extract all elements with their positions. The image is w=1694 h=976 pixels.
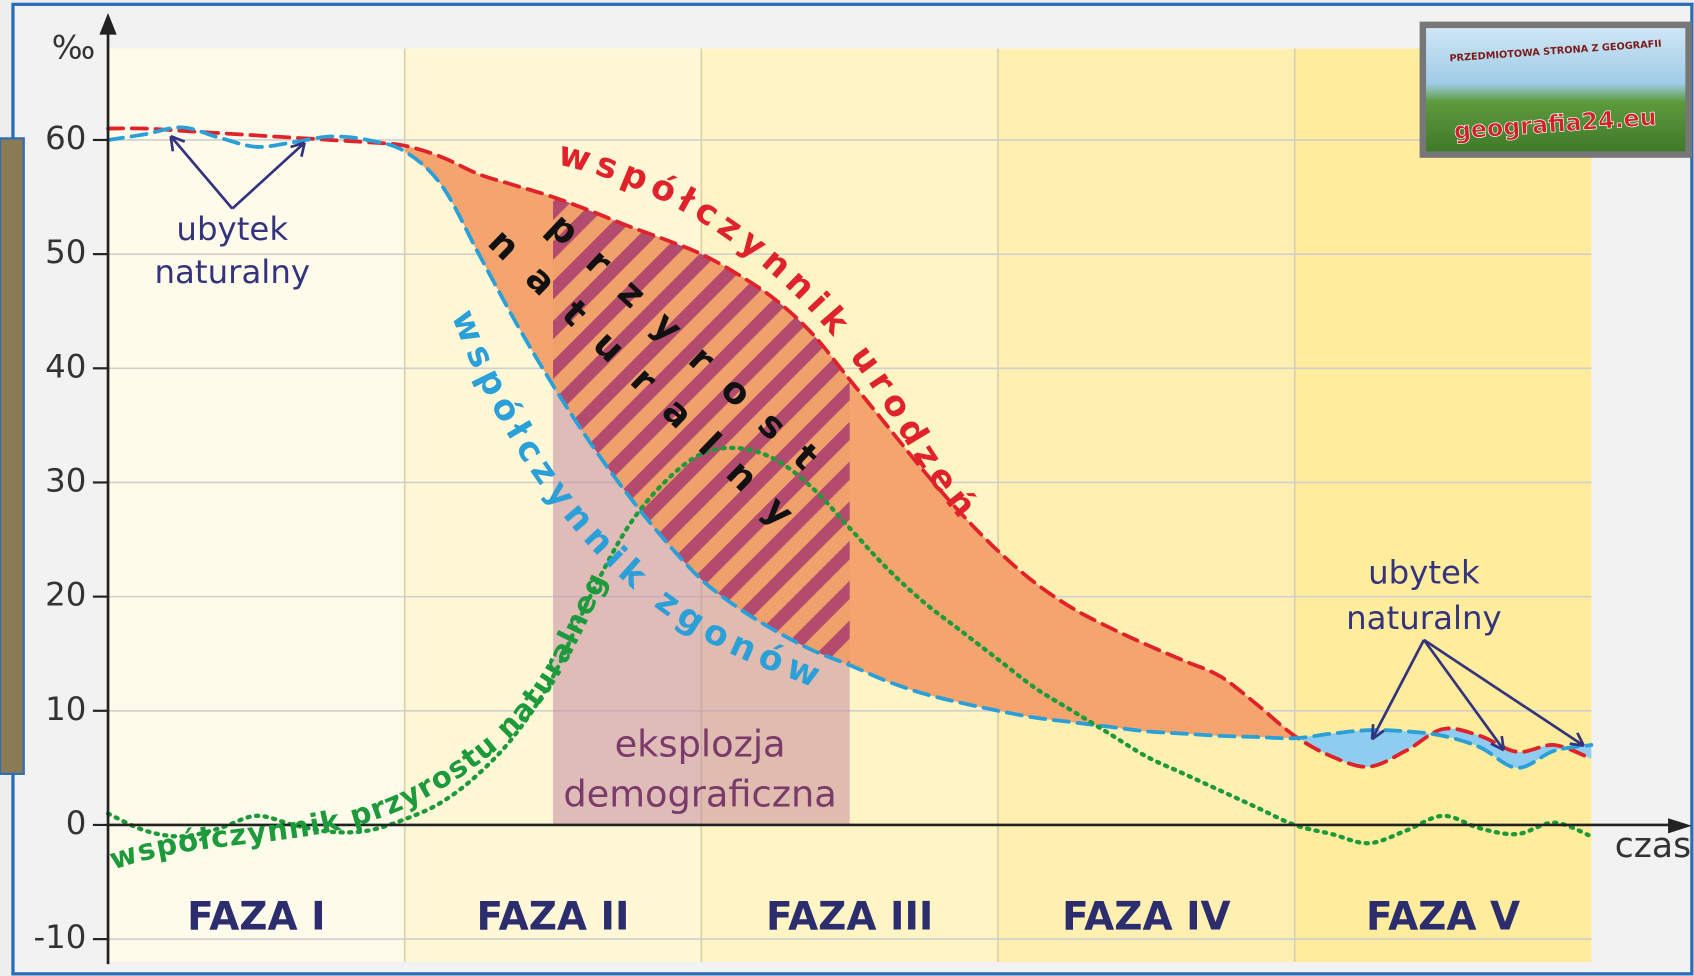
logo: PRZEDMIOTOWA STRONA Z GEOGRAFII geografi… [1420,22,1692,158]
y-axis-label: ‰ [52,29,95,67]
y-tick-label: 40 [45,347,86,385]
photo-edge [0,138,24,774]
chart: ‰ czas współczynnik urodzeń współczynnik… [0,0,1694,976]
page: {"chart_data": { "type": "line", "y_labe… [0,0,1694,976]
x-axis-label: czas [1615,826,1691,866]
annotation: naturalny [155,253,311,291]
annotation: naturalny [1346,599,1502,637]
annotation: ubytek [1368,554,1480,592]
y-tick-label: 20 [45,576,86,614]
y-tick-label: 30 [45,461,86,499]
annotation: ubytek [176,210,288,248]
y-tick-label: 50 [45,233,86,271]
annotation: demograficzna [563,772,836,815]
phase-label: FAZA II [477,895,630,940]
y-tick-label: 10 [45,690,86,728]
y-tick-label: 0 [66,804,87,842]
annotation: eksplozja [615,723,786,766]
phase-label: FAZA IV [1062,895,1231,940]
y-tick-label: -10 [34,918,87,956]
phase-label: FAZA V [1366,895,1520,940]
phase-label: FAZA I [187,895,325,940]
phase-label: FAZA III [766,895,933,940]
y-tick-label: 60 [45,119,86,157]
